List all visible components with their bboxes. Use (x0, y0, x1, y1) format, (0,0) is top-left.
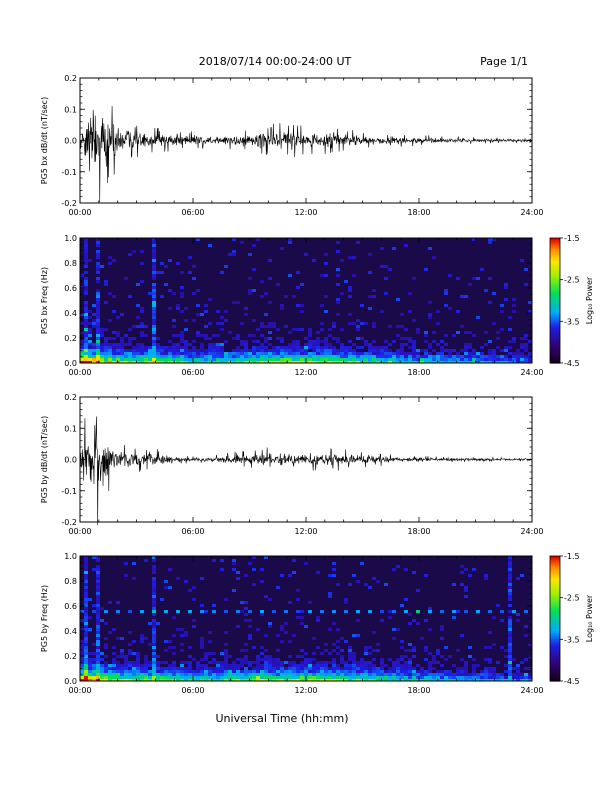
bx-spectrogram-ticks: 00:00 06:00 12:00 18:00 24:00 0.0 0.2 0.4 0.6 0.8… (64, 234, 543, 377)
y-tick-label: 0.1 (64, 105, 77, 114)
x-tick-label: 00:00 (68, 208, 91, 217)
x-tick-label: 18:00 (407, 686, 430, 695)
page-indicator: Page 1/1 (480, 55, 528, 68)
x-tick-label: 12:00 (294, 208, 317, 217)
x-tick-label: 24:00 (520, 208, 543, 217)
bx-dbdt-trace (79, 106, 533, 202)
bx-spectrogram-ylabel: PG5 bx Freq (Hz) (40, 267, 49, 334)
colorbar-tick-label: -4.5 (564, 359, 580, 368)
panel-by-dbdt: 00:00 06:00 12:00 18:00 24:00 -0.2 -0.1 0.0 0.1 0… (40, 393, 544, 536)
y-tick-label: 0.2 (64, 74, 77, 83)
panel-by-spectrogram: 00:00 06:00 12:00 18:00 24:00 0.0 0.2 0.4 0.6 0.8… (40, 552, 594, 695)
y-tick-label: 0.1 (64, 424, 77, 433)
x-tick-label: 06:00 (181, 527, 204, 536)
bx-dbdt-ticks: 00:00 06:00 12:00 18:00 24:00 -0.2 -0.1 0.0 0.1 0… (61, 74, 543, 217)
x-tick-label: 12:00 (294, 368, 317, 377)
bx-colorbar-label: Log₁₀ Power (585, 276, 594, 324)
x-tick-label: 18:00 (407, 208, 430, 217)
y-tick-label: 1.0 (64, 552, 77, 561)
x-tick-label: 12:00 (294, 527, 317, 536)
x-tick-label: 18:00 (407, 527, 430, 536)
x-tick-label: 18:00 (407, 368, 430, 377)
y-tick-label: 0.0 (64, 677, 77, 686)
y-tick-label: 0.2 (64, 393, 77, 402)
bx-colorbar: -1.5 -2.5 -3.5 -4.5 (549, 234, 580, 368)
x-tick-label: 00:00 (68, 686, 91, 695)
y-tick-label: 0.0 (64, 137, 77, 146)
colorbar-tick-label: -2.5 (564, 594, 580, 603)
panel-bx-spectrogram: 00:00 06:00 12:00 18:00 24:00 0.0 0.2 0.4 0.6 0.8… (40, 234, 594, 377)
colorbar-tick-label: -4.5 (564, 677, 580, 686)
bx-spectrogram-cells (80, 238, 532, 363)
colorbar-tick-label: -1.5 (564, 234, 580, 243)
x-tick-label: 06:00 (181, 686, 204, 695)
by-colorbar-label: Log₁₀ Power (585, 594, 594, 642)
bx-dbdt-ylabel: PG5 bx dB/dt (nT/sec) (40, 97, 49, 184)
by-spectrogram-cells (80, 556, 532, 681)
y-tick-label: 1.0 (64, 234, 77, 243)
y-tick-label: -0.1 (61, 487, 77, 496)
by-spectrogram-ylabel: PG5 by Freq (Hz) (40, 585, 49, 652)
y-tick-label: 0.6 (64, 284, 77, 293)
x-tick-label: 12:00 (294, 686, 317, 695)
y-tick-label: -0.1 (61, 168, 77, 177)
x-tick-label: 24:00 (520, 368, 543, 377)
y-tick-label: 0.8 (64, 259, 77, 268)
y-tick-label: 0.4 (64, 627, 77, 636)
x-tick-label: 06:00 (181, 208, 204, 217)
x-axis-title: Universal Time (hh:mm) (216, 712, 349, 725)
by-colorbar: -1.5 -2.5 -3.5 -4.5 (549, 552, 580, 686)
x-tick-label: 24:00 (520, 527, 543, 536)
y-tick-label: 0.8 (64, 577, 77, 586)
colorbar-tick-label: -1.5 (564, 552, 580, 561)
y-tick-label: 0.0 (64, 456, 77, 465)
panel-bx-dbdt: 00:00 06:00 12:00 18:00 24:00 -0.2 -0.1 0.0 0.1 0… (40, 74, 544, 217)
y-tick-label: 0.2 (64, 334, 77, 343)
by-dbdt-trace (79, 416, 533, 526)
report-title: 2018/07/14 00:00-24:00 UT (199, 55, 352, 68)
colorbar-tick-label: -3.5 (564, 635, 580, 644)
colorbar-tick-label: -2.5 (564, 276, 580, 285)
x-tick-label: 00:00 (68, 527, 91, 536)
y-tick-label: 0.2 (64, 652, 77, 661)
y-tick-label: 0.4 (64, 309, 77, 318)
by-spectrogram-ticks: 00:00 06:00 12:00 18:00 24:00 0.0 0.2 0.4 0.6 0.8… (64, 552, 543, 695)
y-tick-label: 0.6 (64, 602, 77, 611)
colorbar-tick-label: -3.5 (564, 317, 580, 326)
x-tick-label: 00:00 (68, 368, 91, 377)
y-tick-label: -0.2 (61, 518, 77, 527)
x-tick-label: 24:00 (520, 686, 543, 695)
by-dbdt-ylabel: PG5 by dB/dt (nT/sec) (40, 416, 49, 503)
x-tick-label: 06:00 (181, 368, 204, 377)
y-tick-label: -0.2 (61, 199, 77, 208)
y-tick-label: 0.0 (64, 359, 77, 368)
by-dbdt-ticks: 00:00 06:00 12:00 18:00 24:00 -0.2 -0.1 0.0 0.1 0… (61, 393, 543, 536)
